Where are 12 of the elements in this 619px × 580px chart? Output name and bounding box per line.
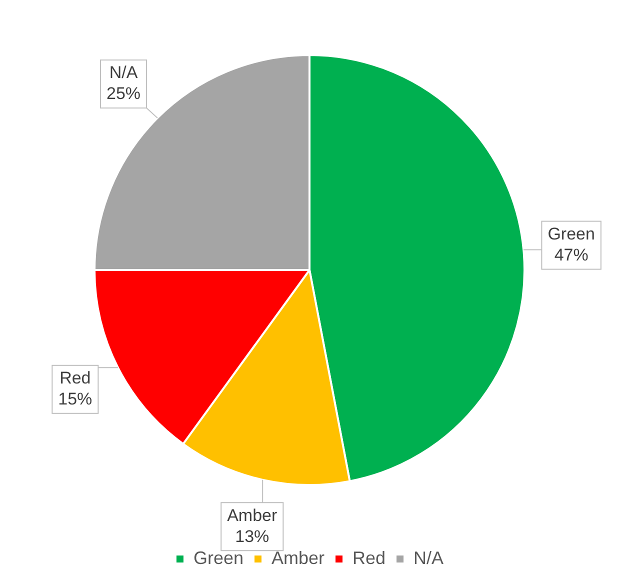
data-label: 47% [554,245,588,264]
data-label: 25% [106,84,141,104]
slice-label: Red [60,368,91,388]
legend-label: N/A [414,548,444,568]
legend-label: Red [352,548,386,568]
data-label: 13% [235,526,270,546]
legend-label: Green [193,548,244,568]
slice-label: N/A [109,63,138,82]
legend-label: Amber [271,548,325,568]
data-label: 15% [58,390,92,409]
slice-label: Amber [227,506,278,525]
slice-label: Green [548,224,595,244]
